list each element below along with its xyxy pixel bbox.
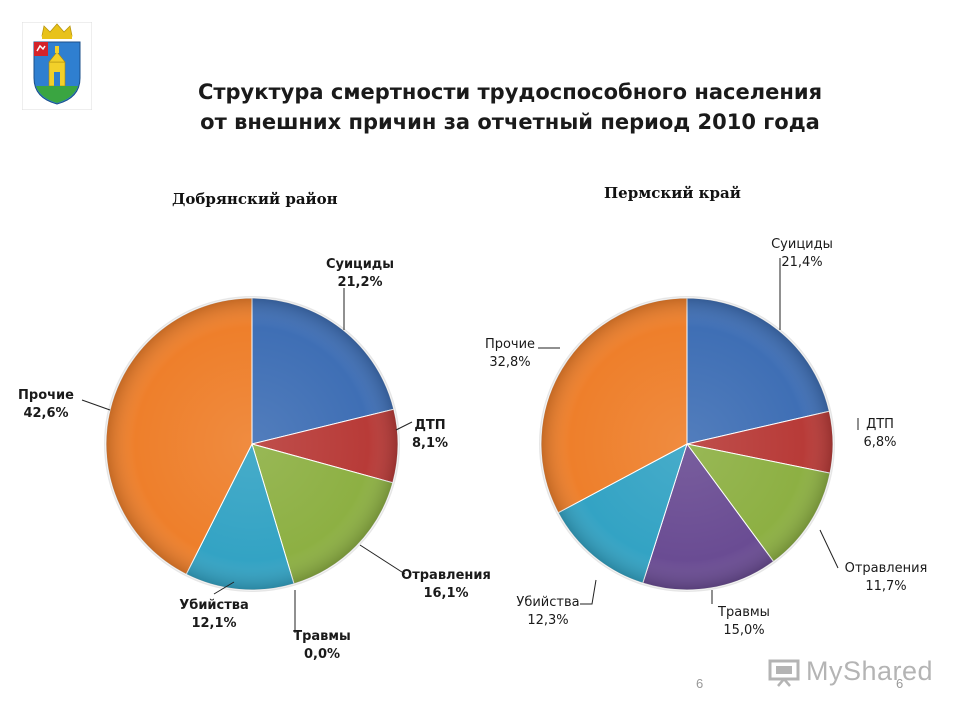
slice-value-label: 6,8%: [863, 435, 896, 450]
chart-title-dobryanka: Добрянский район: [172, 190, 338, 208]
leader-line: [395, 421, 413, 431]
slice-label: Прочие: [485, 337, 535, 352]
slice-value-label: 21,4%: [781, 255, 822, 270]
slice-label: Суициды: [771, 237, 833, 252]
leader-line: [81, 399, 111, 411]
slice-value-label: 8,1%: [412, 436, 448, 451]
chart-title-perm: Пермский край: [604, 184, 741, 202]
slice-value-label: 0,0%: [304, 647, 340, 662]
pie-chart-2: Суициды 21,4% ДТП 6,8% Отравления 11,7% Травмы…: [485, 237, 927, 638]
slice-label: Убийства: [179, 598, 249, 613]
slice-value-label: 11,7%: [865, 579, 906, 594]
slice-label: ДТП: [414, 418, 445, 433]
leader-line: [580, 579, 597, 605]
slice-label: Отравления: [845, 561, 928, 576]
pie-chart-1: Суициды 21,2% ДТП 8,1% Отравления 16,1% Травмы…: [18, 257, 491, 662]
leader-line: [213, 581, 235, 595]
leader-line: [819, 529, 839, 569]
coat-of-arms-icon: [22, 22, 92, 110]
slice-label: Суициды: [326, 257, 394, 272]
slice-label: Прочие: [18, 388, 74, 403]
watermark: MyShared: [768, 656, 933, 687]
slice-label: Травмы: [717, 605, 770, 620]
slice-value-label: 32,8%: [489, 355, 530, 370]
presentation-board-icon: [768, 659, 800, 687]
slice-label: Травмы: [293, 629, 351, 644]
page-title-line-2: от внешних причин за отчетный период 201…: [200, 110, 820, 134]
slice-value-label: 12,1%: [191, 616, 236, 631]
slice-value-label: 21,2%: [337, 275, 382, 290]
page-title-line-1: Структура смертности трудоспособного нас…: [197, 80, 823, 104]
leader-line: [359, 544, 406, 575]
slice-value-label: 15,0%: [723, 623, 764, 638]
slice-value-label: 42,6%: [23, 406, 68, 421]
pie-shading: [541, 298, 833, 590]
slice-label: Отравления: [401, 568, 491, 583]
slice-value-label: 16,1%: [423, 586, 468, 601]
slice-label: Убийства: [516, 595, 579, 610]
page-number-right: 6: [896, 676, 904, 691]
watermark-text: MyShared: [806, 656, 934, 686]
pie-shading: [106, 298, 398, 590]
slice-label: ДТП: [866, 417, 894, 432]
page-number: 6: [696, 676, 704, 691]
slice-value-label: 12,3%: [527, 613, 568, 628]
